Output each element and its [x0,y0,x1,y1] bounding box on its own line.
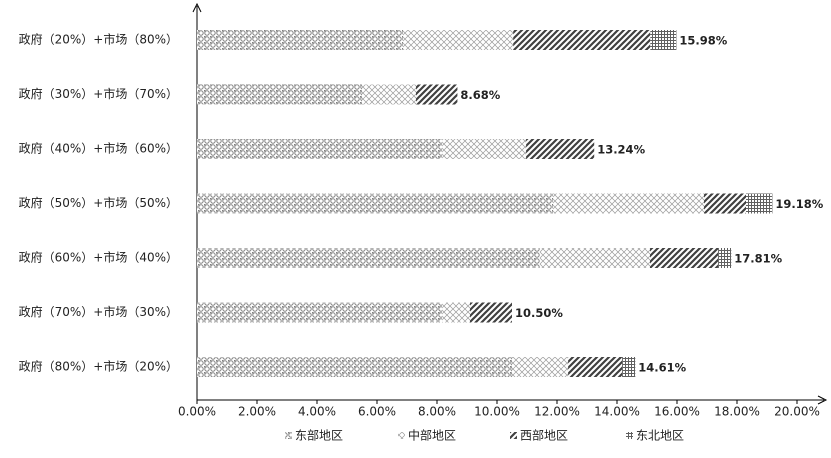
bar-segment [416,84,458,105]
legend-swatch [285,432,292,439]
x-tick-label: 2.00% [238,405,276,419]
x-tick-label: 0.00% [178,405,216,419]
bar-segment [197,302,443,323]
x-tick-label: 10.00% [474,405,520,419]
bar-segment [442,302,470,323]
bar-segment [512,357,569,377]
total-label: 15.98% [679,34,727,48]
x-tick-label: 18.00% [714,405,760,419]
bar-segment [442,139,527,159]
legend-label: 东北地区 [636,429,684,443]
x-tick-label: 6.00% [358,405,396,419]
bar-segment [539,248,650,268]
bar-segment [362,84,416,105]
bar-segment [197,357,512,377]
bar-segment [622,357,636,377]
y-axis-arrow [192,2,202,13]
x-tick-label: 8.00% [418,405,456,419]
legend-swatch [626,432,633,439]
bar-segment [197,30,404,50]
bar-segment [526,139,595,159]
category-label: 政府（50%）+市场（50%） [19,195,178,210]
bar-segment [197,84,362,105]
total-label: 8.68% [460,88,500,102]
x-tick-label: 12.00% [534,405,580,419]
legend-label: 东部地区 [295,428,343,443]
bar-segment [718,248,732,268]
x-axis-arrow [817,395,828,405]
x-tick-label: 20.00% [774,405,820,419]
category-label: 政府（30%）+市场（70%） [19,86,178,101]
category-label: 政府（40%）+市场（60%） [19,141,178,156]
bar-segment [650,30,677,50]
legend-swatch [398,432,405,439]
category-label: 政府（60%）+市场（40%） [19,250,178,265]
bar-segment [197,193,554,214]
bar-segment [650,248,719,268]
legend-label: 中部地区 [408,428,456,443]
bar-segment [197,139,443,159]
bar-segment [568,357,623,377]
total-label: 19.18% [775,197,823,211]
total-label: 14.61% [638,361,686,375]
bar-segment [746,193,773,214]
bar-segment [197,248,540,268]
total-label: 10.50% [515,306,563,320]
bar-segment [704,193,746,214]
bar-segment [553,193,704,214]
category-label: 政府（20%）+市场（80%） [19,32,178,47]
category-label: 政府（80%）+市场（20%） [19,359,178,374]
bar-segment [403,30,514,50]
legend-swatch [510,432,517,439]
x-tick-label: 16.00% [654,405,700,419]
bar-segment [513,30,651,50]
x-tick-label: 4.00% [298,405,336,419]
x-tick-label: 14.00% [594,405,640,419]
legend-label: 西部地区 [520,428,568,443]
total-label: 17.81% [734,252,782,266]
total-label: 13.24% [597,143,645,157]
bar-segment [470,302,512,323]
category-label: 政府（70%）+市场（30%） [19,304,178,319]
